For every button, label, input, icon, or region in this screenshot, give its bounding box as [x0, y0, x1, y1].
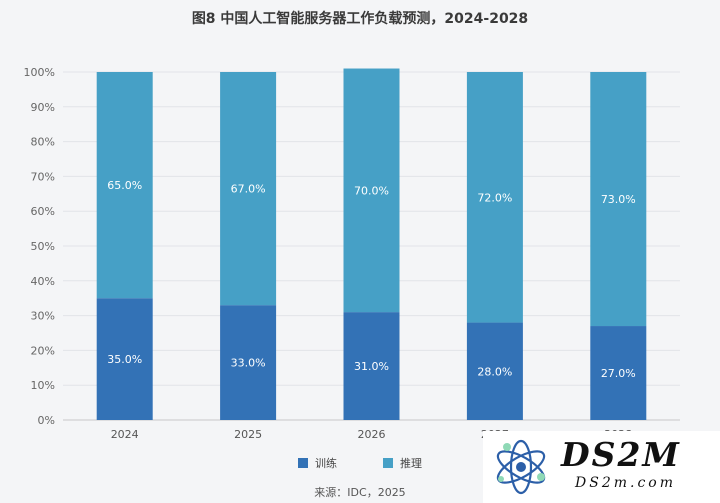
- data-label: 67.0%: [231, 183, 266, 196]
- source-note: 来源：IDC，2025: [314, 486, 406, 499]
- legend-swatch-train: [298, 458, 308, 468]
- bar-train: [96, 298, 153, 420]
- legend: 训练 推理: [0, 455, 720, 471]
- y-tick-label: 0%: [38, 414, 55, 427]
- data-label: 33.0%: [231, 357, 266, 370]
- y-tick-label: 20%: [31, 344, 55, 357]
- data-label: 27.0%: [601, 367, 636, 380]
- atom-logo-icon: [496, 439, 546, 495]
- chart-title: 图8 中国人工智能服务器工作负载预测，2024-2028: [191, 11, 529, 27]
- bar-inference: [220, 72, 277, 306]
- bar-inference: [466, 72, 523, 323]
- data-label: 65.0%: [107, 179, 142, 192]
- legend-swatch-inference: [383, 458, 393, 468]
- data-label: 72.0%: [477, 191, 512, 204]
- watermark: DS2M DS2m.com: [483, 431, 720, 503]
- legend-label-train: 训练: [315, 457, 337, 470]
- bar-inference: [343, 68, 400, 313]
- chart: 0% 10% 20% 30% 40% 50% 60% 70% 80% 90% 100% 35.0% 65…: [24, 66, 680, 441]
- bar-train: [590, 326, 647, 420]
- bar-inference: [96, 72, 153, 299]
- y-tick-label: 70%: [31, 170, 55, 183]
- legend-item-train[interactable]: 训练: [298, 455, 337, 471]
- x-tick-label: 2024: [111, 428, 139, 441]
- data-label: 31.0%: [354, 360, 389, 373]
- bar-train: [220, 305, 277, 420]
- y-tick-label: 80%: [31, 136, 55, 149]
- x-tick-label: 2026: [358, 428, 386, 441]
- legend-item-inference[interactable]: 推理: [383, 455, 422, 471]
- y-tick-label: 30%: [31, 310, 55, 323]
- data-label: 28.0%: [477, 365, 512, 378]
- bar-train: [343, 312, 400, 420]
- data-label: 35.0%: [107, 353, 142, 366]
- bar-inference: [590, 72, 647, 327]
- watermark-sub-text: DS2m.com: [575, 475, 676, 491]
- legend-label-inference: 推理: [400, 457, 422, 470]
- y-tick-label: 100%: [24, 66, 55, 79]
- y-tick-label: 40%: [31, 275, 55, 288]
- data-label: 70.0%: [354, 184, 389, 197]
- y-tick-label: 10%: [31, 379, 55, 392]
- watermark-main-text: DS2M: [561, 435, 681, 474]
- x-tick-label: 2025: [234, 428, 262, 441]
- y-tick-label: 60%: [31, 205, 55, 218]
- bar-train: [466, 322, 523, 420]
- y-tick-label: 50%: [31, 240, 55, 253]
- data-label: 73.0%: [601, 193, 636, 206]
- y-tick-label: 90%: [31, 101, 55, 114]
